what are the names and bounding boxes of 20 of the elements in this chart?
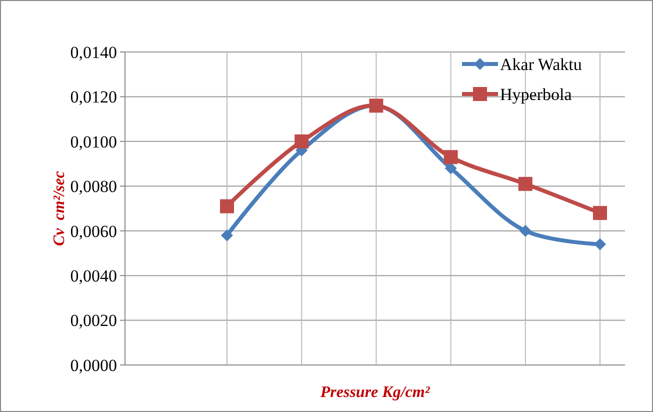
y-tick-label: 0,0000 <box>70 356 117 375</box>
y-tick-label: 0,0120 <box>70 88 117 107</box>
point <box>518 176 532 191</box>
point <box>593 206 607 220</box>
legend-label: Akar Waktu <box>500 54 582 74</box>
y-tick-label: 0,0140 <box>70 42 117 62</box>
point <box>444 150 458 164</box>
y-tick-label: 0,0080 <box>70 177 117 196</box>
point <box>519 224 532 237</box>
y-tick-label: 0,0100 <box>70 132 117 152</box>
point <box>220 199 234 214</box>
y-tick-label: 0,0060 <box>70 222 117 241</box>
y-tick-label: 0,0040 <box>70 266 117 286</box>
y-tick-label: 0,0020 <box>70 311 117 330</box>
point <box>594 238 606 250</box>
point <box>221 229 233 242</box>
y-axis-title: Cv cm²/sec <box>51 171 68 246</box>
legend-label: Hyperbola <box>500 84 572 104</box>
point <box>294 134 309 148</box>
x-axis-title: Pressure Kg/cm² <box>319 384 431 401</box>
